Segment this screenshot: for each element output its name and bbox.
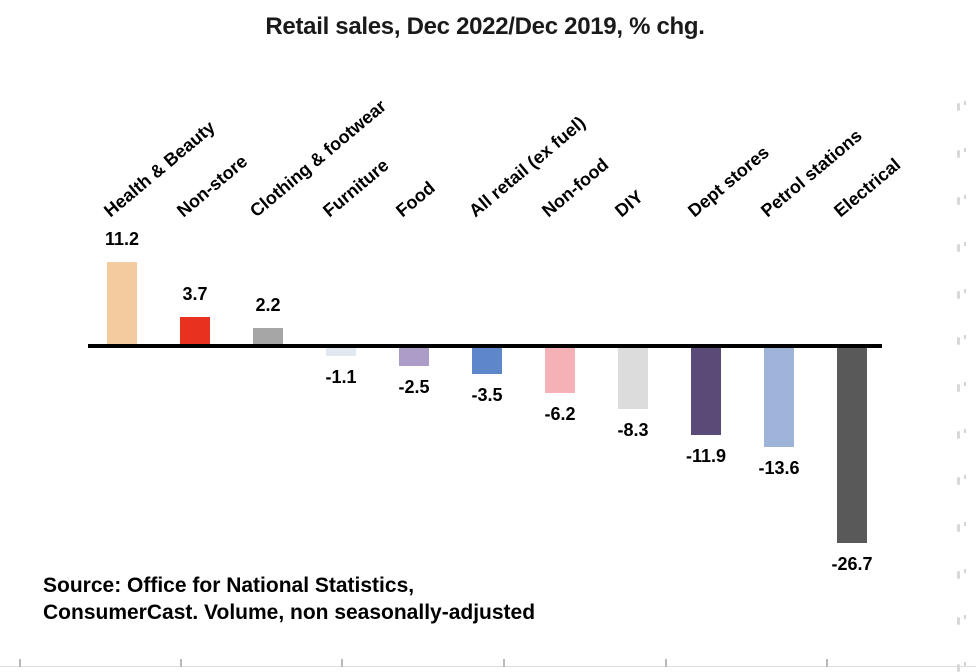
right-edge-mark-small: [964, 522, 966, 526]
right-edge-mark-small: [964, 475, 966, 479]
category-label-electrical: Electrical: [830, 154, 905, 221]
bottom-axis-tick: [503, 659, 505, 667]
right-edge-mark: [957, 431, 960, 439]
category-label-diy: DIY: [611, 186, 647, 221]
bar-petrol-stations: [764, 348, 794, 447]
bar-non-food: [545, 348, 575, 393]
value-label-non-food: -6.2: [544, 404, 576, 424]
right-edge-mark-small: [964, 195, 966, 199]
category-label-non-store: Non-store: [173, 151, 252, 221]
bar-electrical: [837, 348, 867, 543]
right-edge-mark: [957, 617, 960, 625]
category-label-all-retail-ex-fuel: All retail (ex fuel): [465, 112, 590, 221]
value-label-petrol-stations: -13.6: [758, 458, 800, 478]
bottom-axis-tick: [826, 659, 828, 667]
right-edge-mark: [957, 103, 960, 111]
value-label-diy: -8.3: [617, 420, 649, 440]
value-label-non-store: 3.7: [182, 284, 208, 304]
value-label-health-beauty: 11.2: [104, 229, 140, 249]
value-label-furniture: -1.1: [325, 367, 357, 387]
source-line-1: Source: Office for National Statistics,: [43, 574, 415, 597]
source-line-2: ConsumerCast. Volume, non seasonally-adj…: [43, 601, 536, 624]
value-label-food: -2.5: [398, 377, 430, 397]
right-edge-mark: [957, 244, 960, 252]
right-edge-mark-small: [964, 242, 966, 246]
right-edge-mark-small: [964, 289, 966, 293]
right-edge-mark: [957, 197, 960, 205]
right-edge-mark-small: [964, 429, 966, 433]
right-edge-mark-small: [964, 335, 966, 339]
value-label-clothing-footwear: 2.2: [255, 295, 281, 315]
right-edge-mark: [957, 571, 960, 579]
source-note: Source: Office for National Statistics, …: [43, 572, 535, 626]
right-edge-mark: [957, 337, 960, 345]
right-edge-mark-small: [964, 662, 966, 666]
bottom-axis-tick: [180, 659, 182, 667]
bar-clothing-footwear: [253, 328, 283, 344]
category-label-food: Food: [392, 177, 439, 221]
right-edge-mark: [957, 150, 960, 158]
zero-baseline-axis: [88, 344, 882, 348]
cropped-bottom-axis-line: [0, 666, 976, 667]
right-edge-mark-small: [964, 569, 966, 573]
right-edge-mark: [957, 664, 960, 672]
value-label-electrical: -26.7: [831, 554, 873, 574]
bottom-axis-tick: [19, 659, 21, 667]
right-edge-mark-small: [964, 101, 966, 105]
right-edge-mark-small: [964, 615, 966, 619]
right-edge-mark: [957, 291, 960, 299]
bar-non-store: [180, 317, 210, 344]
category-label-furniture: Furniture: [319, 154, 393, 221]
value-label-dept-stores: -11.9: [685, 446, 727, 466]
bar-food: [399, 348, 429, 366]
category-label-clothing-footwear: Clothing & footwear: [246, 95, 390, 221]
value-label-all-retail-ex-fuel: -3.5: [471, 385, 503, 405]
bar-all-retail-ex-fuel: [472, 348, 502, 374]
chart-title: Retail sales, Dec 2022/Dec 2019, % chg.: [265, 13, 705, 40]
category-label-non-food: Non-food: [538, 154, 613, 221]
bar-dept-stores: [691, 348, 721, 435]
right-edge-mark-small: [964, 382, 966, 386]
bottom-axis-tick: [341, 659, 343, 667]
bar-furniture: [326, 348, 356, 356]
right-edge-mark-small: [964, 148, 966, 152]
right-edge-mark: [957, 477, 960, 485]
bar-health-beauty: [107, 262, 137, 344]
bottom-axis-tick: [665, 659, 667, 667]
right-edge-mark: [957, 384, 960, 392]
right-edge-mark: [957, 524, 960, 532]
bar-diy: [618, 348, 648, 409]
